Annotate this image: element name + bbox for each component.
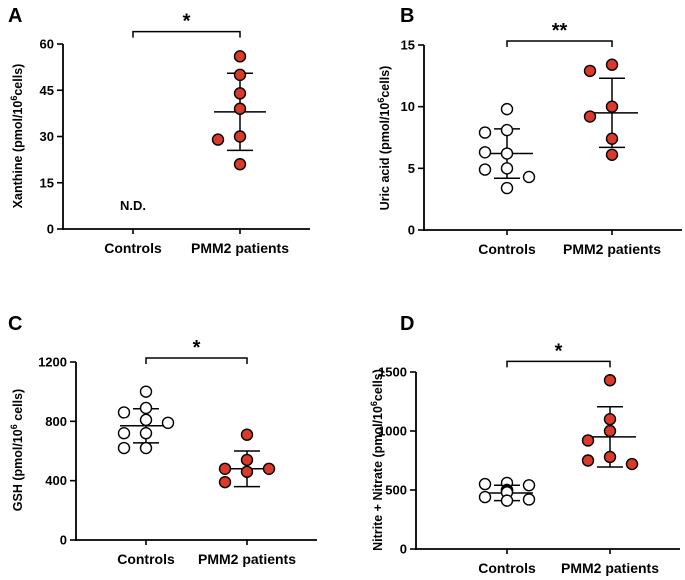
data-point xyxy=(625,457,639,471)
y-tick-label: 0 xyxy=(60,533,67,548)
data-point xyxy=(522,479,536,492)
y-tick-label: 0 xyxy=(47,222,54,237)
panel-letter: A xyxy=(8,5,22,27)
data-point xyxy=(478,477,492,491)
y-tick-label: 30 xyxy=(40,129,54,144)
data-point xyxy=(117,406,131,419)
data-point xyxy=(500,147,514,160)
panel-letter: D xyxy=(400,313,414,335)
y-axis-label: Uric acid (pmol/106cells) xyxy=(376,66,392,211)
data-point xyxy=(500,123,514,137)
x-category-label: PMM2 patients xyxy=(191,240,289,256)
x-category-label: PMM2 patients xyxy=(198,551,296,567)
data-point xyxy=(139,385,153,398)
data-point xyxy=(605,132,619,145)
data-point xyxy=(500,162,514,175)
y-tick-label: 500 xyxy=(385,483,407,498)
data-point xyxy=(240,453,254,467)
significance-bracket xyxy=(506,360,611,368)
data-point xyxy=(233,158,247,171)
x-category-label: Controls xyxy=(478,560,536,576)
data-point xyxy=(240,428,254,441)
x-category-label: Controls xyxy=(117,551,175,567)
data-point xyxy=(605,58,619,71)
data-point xyxy=(233,102,247,115)
data-point xyxy=(603,424,617,438)
y-tick-label: 45 xyxy=(40,83,54,98)
data-point xyxy=(500,102,514,116)
data-point xyxy=(233,50,247,63)
data-point xyxy=(581,454,595,467)
data-point xyxy=(603,413,617,426)
data-point xyxy=(605,148,619,161)
data-point xyxy=(161,416,175,430)
data-point xyxy=(478,146,492,159)
y-tick-label: 15 xyxy=(401,38,415,53)
significance-bracket xyxy=(132,30,241,38)
data-point xyxy=(581,434,595,447)
panel-c: C 0 400 800 1200 Controls PMM2 patients GSH (pm… xyxy=(8,313,317,567)
data-point xyxy=(233,130,247,143)
data-point xyxy=(233,68,247,82)
not-detected-label: N.D. xyxy=(120,198,146,213)
data-point xyxy=(117,441,131,455)
data-point xyxy=(211,133,225,146)
panel-letter: B xyxy=(400,5,414,27)
data-point xyxy=(583,64,597,78)
data-point xyxy=(500,494,514,507)
data-point xyxy=(218,462,232,475)
data-point xyxy=(522,170,536,184)
y-axis-label: GSH (pmol/106 cells) xyxy=(9,389,25,511)
data-point xyxy=(603,374,617,387)
data-point xyxy=(218,475,232,489)
data-point xyxy=(233,87,247,100)
y-tick-label: 1200 xyxy=(38,355,67,370)
x-category-label: PMM2 patients xyxy=(561,560,659,576)
data-point xyxy=(605,100,619,113)
y-tick-label: 0 xyxy=(408,223,415,238)
y-tick-label: 10 xyxy=(401,99,415,114)
data-point xyxy=(478,126,492,139)
data-point xyxy=(117,427,131,440)
panel-b: B 0 5 10 15 Controls PMM2 patients Uric acid (p… xyxy=(376,5,682,257)
data-point xyxy=(603,450,617,464)
data-point xyxy=(522,493,536,506)
y-tick-label: 15 xyxy=(40,175,54,190)
panel-d: D 0 500 1000 1500 Controls PMM2 patients Nitrit… xyxy=(369,313,680,576)
data-point xyxy=(240,465,254,478)
data-point xyxy=(139,401,153,415)
data-point xyxy=(139,441,153,455)
data-point xyxy=(139,427,153,440)
x-category-label: Controls xyxy=(104,240,162,256)
y-axis-label: Xanthine (pmol/106cells) xyxy=(9,64,25,209)
significance-marker: * xyxy=(183,11,191,33)
x-category-label: PMM2 patients xyxy=(563,241,661,257)
y-tick-label: 0 xyxy=(400,542,407,557)
y-tick-label: 1500 xyxy=(378,365,407,380)
x-category-label: Controls xyxy=(478,241,536,257)
data-point xyxy=(478,163,492,176)
panel-letter: C xyxy=(8,313,22,335)
y-tick-label: 5 xyxy=(408,161,415,176)
y-tick-label: 400 xyxy=(45,473,67,488)
data-point xyxy=(583,110,597,123)
panel-a: A 0 15 30 45 60 Controls PMM2 patients Xanthine … xyxy=(8,5,310,256)
data-point xyxy=(139,413,153,427)
significance-bracket xyxy=(145,357,248,364)
significance-bracket xyxy=(506,40,613,47)
y-tick-label: 60 xyxy=(40,37,54,52)
significance-marker: ** xyxy=(552,20,568,42)
significance-marker: * xyxy=(193,337,201,359)
y-axis-label: Nitrite + Nitrate (pmol/106cells) xyxy=(369,369,385,551)
y-tick-label: 800 xyxy=(45,414,67,429)
y-tick-label: 1000 xyxy=(378,424,407,439)
data-point xyxy=(262,462,276,475)
data-point xyxy=(500,181,514,195)
data-point xyxy=(478,490,492,504)
significance-marker: * xyxy=(555,340,563,362)
